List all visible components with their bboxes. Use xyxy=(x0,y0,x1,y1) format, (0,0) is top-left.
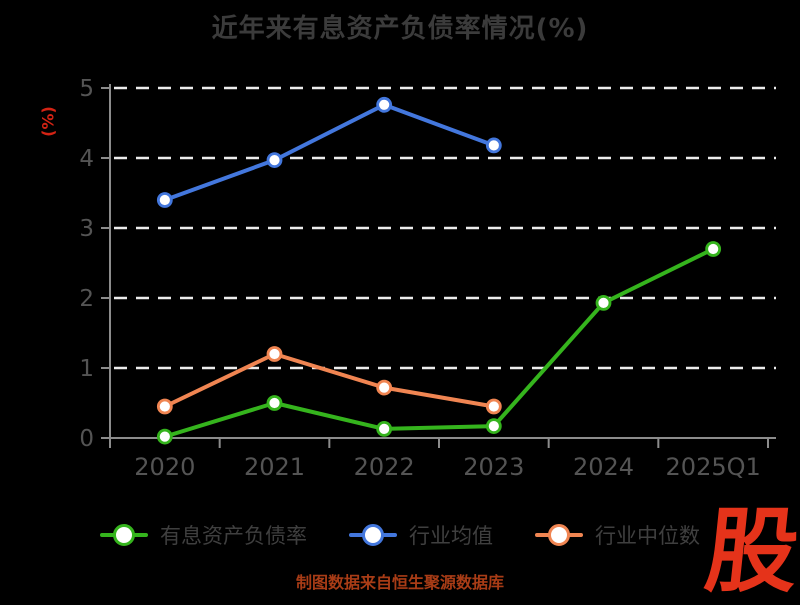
chart-title: 近年来有息资产负债率情况(%) xyxy=(211,14,589,44)
svg-text:1: 1 xyxy=(79,356,94,382)
legend-item-industry-median: 行业中位数 xyxy=(535,520,700,550)
svg-text:2024: 2024 xyxy=(573,453,634,481)
orange-line-marker-icon xyxy=(535,524,583,546)
svg-text:2023: 2023 xyxy=(463,453,524,481)
svg-text:2025Q1: 2025Q1 xyxy=(666,453,761,481)
legend-item-industry-mean: 行业均值 xyxy=(349,520,493,550)
stock-watermark-logo: 股 xyxy=(700,498,800,605)
legend-label-company-ratio: 有息资产负债率 xyxy=(160,524,307,548)
chart-legend: 有息资产负债率 行业均值 行业中位数 xyxy=(0,520,800,550)
blue-line-marker-icon xyxy=(349,524,397,546)
legend-label-industry-mean: 行业均值 xyxy=(409,524,493,548)
legend-item-company-ratio: 有息资产负债率 xyxy=(100,520,307,550)
svg-text:2: 2 xyxy=(79,286,94,312)
legend-label-industry-median: 行业中位数 xyxy=(595,524,700,548)
svg-text:2021: 2021 xyxy=(244,453,305,481)
svg-text:4: 4 xyxy=(79,146,94,172)
svg-text:2020: 2020 xyxy=(134,453,195,481)
svg-text:3: 3 xyxy=(79,216,94,242)
svg-text:0: 0 xyxy=(79,426,94,452)
svg-text:5: 5 xyxy=(79,76,94,102)
svg-text:2022: 2022 xyxy=(354,453,415,481)
green-line-marker-icon xyxy=(100,524,148,546)
data-source-caption: 制图数据来自恒生聚源数据库 xyxy=(295,573,504,592)
